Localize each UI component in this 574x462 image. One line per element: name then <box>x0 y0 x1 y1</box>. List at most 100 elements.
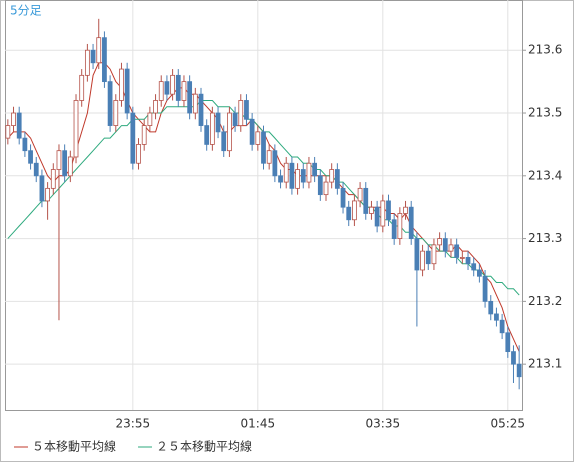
candle-body <box>283 162 289 183</box>
candle-body <box>238 100 244 126</box>
candle-body <box>73 100 79 158</box>
candle-body <box>465 257 471 265</box>
candle-body <box>334 169 340 189</box>
candle-body <box>499 319 505 334</box>
candle-body <box>391 219 397 239</box>
candle-body <box>317 175 323 196</box>
candle-body <box>380 200 386 227</box>
candle-body <box>113 100 119 126</box>
y-tick-label: 213.1 <box>528 357 562 371</box>
candle-body <box>272 150 278 177</box>
candle-body <box>431 244 437 265</box>
candle-body <box>425 250 431 265</box>
chart-label: 5分足 <box>10 4 42 18</box>
candle-body <box>369 206 374 214</box>
candle-body <box>107 81 113 126</box>
candle-body <box>278 175 283 183</box>
candle-body <box>255 131 261 145</box>
candle-body <box>5 125 11 139</box>
candle-body <box>221 131 227 152</box>
candle-body <box>62 150 68 177</box>
candle-body <box>147 112 153 126</box>
candle-body <box>516 363 522 378</box>
candle-body <box>175 74 181 101</box>
candle-body <box>266 150 272 164</box>
candle-body <box>39 175 45 202</box>
candle-body <box>386 200 391 221</box>
candle-body <box>261 131 266 164</box>
candle-body <box>511 351 516 365</box>
x-tick-label: 01:45 <box>241 417 276 431</box>
candle-body <box>300 169 306 183</box>
candle-body <box>28 150 33 164</box>
candle-body <box>198 93 204 126</box>
y-tick-label: 213.5 <box>528 106 562 120</box>
candle-body <box>33 162 39 177</box>
candle-body <box>16 112 22 139</box>
candle-body <box>312 162 318 177</box>
candle-body <box>56 150 62 170</box>
candle-body <box>408 206 414 239</box>
candle-body <box>187 81 193 114</box>
candle-body <box>374 206 380 227</box>
candle-body <box>454 244 460 258</box>
candle-body <box>204 125 210 145</box>
candle-body <box>459 257 465 259</box>
candle-body <box>84 49 90 76</box>
candle-body <box>352 200 357 221</box>
candle-body <box>295 169 300 189</box>
candle-body <box>90 49 96 64</box>
candle-body <box>215 112 221 133</box>
y-tick-label: 213.3 <box>528 231 562 245</box>
candle-body <box>448 244 454 252</box>
candle-body <box>437 238 443 246</box>
candle-body <box>141 125 147 145</box>
candle-body <box>340 187 346 208</box>
y-tick-label: 213.4 <box>528 168 562 182</box>
candle-body <box>505 332 511 353</box>
candle-body <box>442 238 448 252</box>
candle-body <box>346 206 352 221</box>
legend-label: ５本移動平均線 <box>32 439 116 454</box>
candle-body <box>227 112 232 152</box>
candle-body <box>244 100 249 120</box>
candle-body <box>232 112 238 126</box>
candle-body <box>357 187 363 202</box>
candle-body <box>158 81 164 101</box>
x-tick-label: 05:25 <box>490 417 525 431</box>
candle-body <box>403 206 408 214</box>
candle-body <box>96 37 102 64</box>
candle-body <box>329 169 335 183</box>
x-tick-label: 03:35 <box>366 417 401 431</box>
candle-body <box>102 37 107 83</box>
y-tick-label: 213.2 <box>528 294 562 308</box>
candle-body <box>289 162 295 189</box>
candle-body <box>45 187 50 202</box>
x-tick-label: 23:55 <box>116 417 151 431</box>
candle-body <box>420 250 425 271</box>
candle-body <box>22 137 28 152</box>
candle-body <box>323 181 329 196</box>
candle-body <box>414 238 420 271</box>
candle-body <box>50 169 56 189</box>
candle-body <box>488 300 494 315</box>
candle-body <box>471 263 477 271</box>
candle-body <box>306 162 312 183</box>
candle-body <box>164 81 170 95</box>
candle-body <box>397 213 403 239</box>
legend-label: ２５本移動平均線 <box>156 439 252 454</box>
y-tick-label: 213.6 <box>528 43 562 57</box>
candle-body <box>363 187 369 214</box>
candle-body <box>192 93 198 114</box>
candle-body <box>153 100 158 114</box>
candle-body <box>482 275 488 302</box>
candle-body <box>11 112 16 126</box>
candle-body <box>119 68 124 101</box>
candle-body <box>79 74 85 101</box>
candle-body <box>67 156 73 177</box>
candle-body <box>181 81 187 101</box>
candle-body <box>130 112 136 164</box>
candle-body <box>249 118 255 145</box>
